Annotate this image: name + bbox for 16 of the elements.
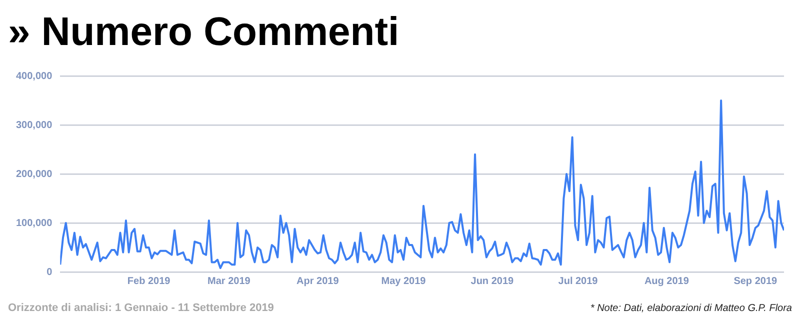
x-tick-label: Apr 2019 (296, 276, 340, 287)
y-tick-label: 300,000 (16, 120, 53, 131)
y-tick-label: 0 (46, 266, 53, 278)
y-tick-label: 400,000 (16, 70, 53, 82)
text: * Note: Dati, elaborazioni di Matteo G.P. Flora (590, 303, 792, 314)
x-tick-label: Sep 2019 (734, 276, 778, 287)
x-tick-label: Jul 2019 (558, 276, 598, 287)
y-tick-label: 200,000 (16, 168, 53, 180)
x-tick-label: Mar 2019 (208, 276, 251, 287)
x-tick-label: Aug 2019 (644, 276, 690, 287)
text: Orizzonte di analisi: 1 Gennaio - 11 Settembre 2019 (8, 302, 274, 314)
x-tick-label: Feb 2019 (127, 276, 171, 287)
x-tick-label: May 2019 (381, 276, 426, 287)
x-tick-label: Jun 2019 (470, 276, 514, 287)
y-tick-label: 100,000 (16, 218, 53, 229)
chart-title: » Numero Commenti (8, 9, 400, 56)
